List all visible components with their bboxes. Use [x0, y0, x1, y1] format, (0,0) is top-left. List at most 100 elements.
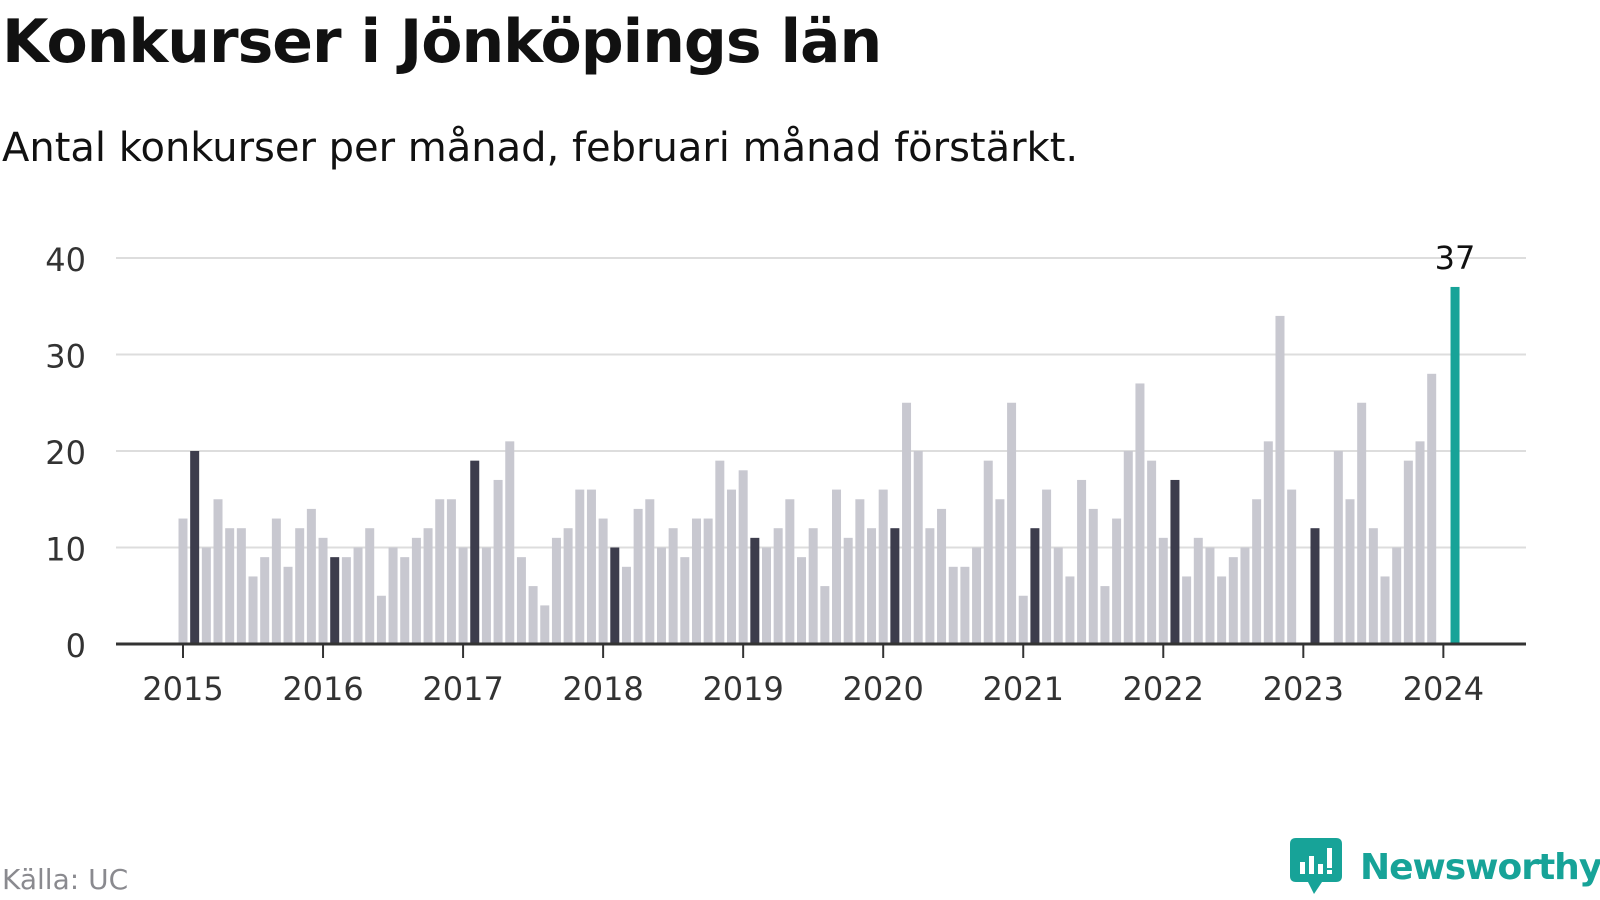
bar — [902, 402, 912, 644]
bar — [481, 547, 491, 644]
bar — [318, 537, 328, 644]
bar — [773, 528, 783, 644]
bar — [1392, 547, 1402, 644]
bar — [365, 528, 375, 644]
bar — [295, 528, 305, 644]
bar — [668, 528, 678, 644]
bar — [388, 547, 398, 644]
data-labels: 37 — [1435, 239, 1476, 277]
bar — [715, 460, 725, 644]
bar-february — [890, 528, 900, 644]
bar — [1415, 441, 1425, 644]
bar-february — [470, 460, 480, 644]
bar — [1275, 315, 1285, 644]
bar — [656, 547, 666, 644]
bar — [762, 547, 771, 644]
bar — [1427, 373, 1437, 644]
bar — [1263, 441, 1273, 644]
bar — [1123, 451, 1133, 644]
bar-february — [1170, 479, 1180, 644]
bar — [972, 547, 982, 644]
x-tick-label: 2021 — [983, 670, 1064, 708]
bar — [446, 499, 456, 644]
bar — [797, 557, 807, 644]
bar — [540, 605, 550, 644]
bar — [411, 537, 421, 644]
bar — [691, 518, 701, 644]
bar — [1193, 537, 1203, 644]
bar — [645, 499, 655, 644]
bar — [925, 528, 935, 644]
bar — [1368, 528, 1378, 644]
bar — [621, 566, 631, 644]
brand-name: Newsworthy — [1360, 847, 1600, 888]
bar — [948, 566, 958, 644]
bar — [633, 508, 643, 644]
bar — [271, 518, 281, 644]
x-tick-label: 2015 — [142, 670, 223, 708]
bar — [586, 489, 596, 644]
bar — [1018, 595, 1028, 644]
chart-title: Konkurser i Jönköpings län — [2, 7, 882, 77]
bar — [1380, 576, 1390, 644]
x-tick-label: 2023 — [1263, 670, 1344, 708]
bar-february — [1030, 528, 1040, 644]
bar — [808, 528, 818, 644]
x-tick-label: 2017 — [422, 670, 503, 708]
x-tick-label: 2019 — [702, 670, 783, 708]
bar — [435, 499, 445, 644]
bar — [1403, 460, 1413, 644]
bar-february — [190, 451, 200, 644]
bar — [376, 595, 386, 644]
bars — [178, 286, 1460, 644]
bar-february — [610, 547, 620, 644]
bar — [575, 489, 585, 644]
bar — [832, 489, 842, 644]
bar — [400, 557, 410, 644]
brand-logo: Newsworthy — [1290, 838, 1600, 900]
y-tick-label: 10 — [45, 531, 86, 569]
bar — [995, 499, 1005, 644]
grid-lines — [116, 257, 1526, 549]
bar — [1228, 557, 1238, 644]
bar — [1240, 547, 1250, 644]
bar — [248, 576, 258, 644]
bar — [843, 537, 853, 644]
bar — [785, 499, 795, 644]
bar — [1205, 547, 1215, 644]
bar — [738, 470, 748, 644]
bar — [1345, 499, 1355, 644]
bar — [726, 489, 736, 644]
bar — [201, 547, 211, 644]
bar — [551, 537, 561, 644]
bar — [1158, 537, 1168, 644]
bar — [1357, 402, 1367, 644]
bar — [1007, 402, 1017, 644]
bar — [341, 557, 351, 644]
bar — [1042, 489, 1052, 644]
bar — [283, 566, 293, 644]
x-tick-label: 2018 — [562, 670, 643, 708]
bar — [937, 508, 947, 644]
bar — [983, 460, 993, 644]
x-tick-label: 2022 — [1123, 670, 1204, 708]
y-tick-label: 20 — [45, 434, 86, 472]
y-tick-label: 30 — [45, 338, 86, 376]
data-label: 37 — [1435, 239, 1476, 277]
bar — [1252, 499, 1262, 644]
bar — [493, 479, 503, 644]
bar — [423, 528, 433, 644]
bar — [236, 528, 246, 644]
bar — [260, 557, 270, 644]
bar-february — [1310, 528, 1320, 644]
bar — [1333, 451, 1343, 644]
bar — [528, 586, 538, 644]
bar-february — [330, 557, 340, 644]
bar — [598, 518, 608, 644]
bar — [913, 451, 923, 644]
bar — [458, 547, 468, 644]
y-tick-label: 0 — [66, 627, 86, 665]
y-tick-label: 40 — [45, 241, 86, 279]
bar — [1053, 547, 1063, 644]
